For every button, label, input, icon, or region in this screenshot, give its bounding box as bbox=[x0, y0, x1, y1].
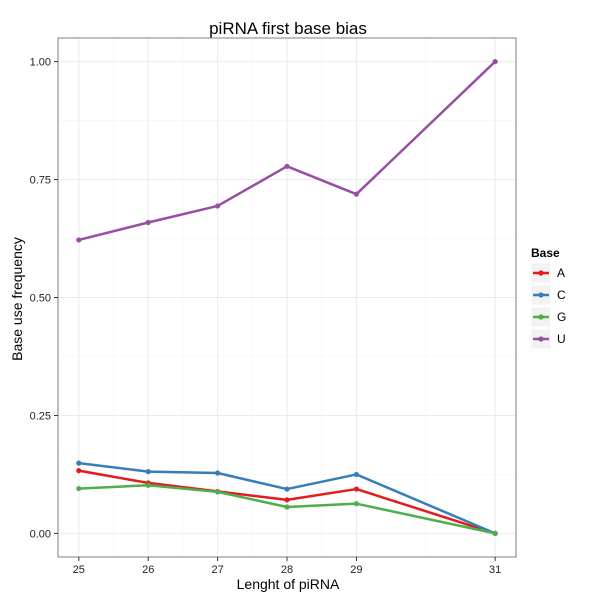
data-point-g bbox=[215, 489, 221, 495]
legend-label-u: U bbox=[557, 332, 566, 346]
x-tick-label: 31 bbox=[489, 564, 501, 576]
x-tick-label: 29 bbox=[350, 564, 362, 576]
data-point-u bbox=[353, 191, 359, 197]
data-point-u bbox=[76, 237, 82, 243]
series-line-a bbox=[77, 469, 497, 535]
series-line-u bbox=[77, 60, 497, 242]
legend-key-point-c bbox=[538, 292, 544, 298]
data-point-u bbox=[145, 219, 151, 226]
plot-area: 0.00 0.25 0.50 0.75 1.00 25 26 27 28 29 31 bbox=[30, 37, 517, 576]
x-axis-title: Lenght of piRNA bbox=[237, 576, 340, 592]
series-line-g bbox=[77, 484, 497, 535]
data-point-c bbox=[353, 471, 359, 478]
x-tick-label: 26 bbox=[142, 564, 154, 576]
data-point-c bbox=[145, 469, 151, 475]
data-point-u bbox=[215, 203, 221, 209]
y-tick-label: 0.00 bbox=[30, 528, 51, 540]
data-point-u bbox=[284, 163, 290, 169]
x-tick-label: 28 bbox=[281, 564, 293, 576]
legend-key-point-g bbox=[538, 314, 544, 320]
legend-label-a: A bbox=[557, 266, 565, 280]
y-axis-title: Base use frequency bbox=[9, 237, 25, 361]
data-point-g bbox=[76, 485, 82, 492]
data-point-c bbox=[284, 486, 290, 492]
data-point-g bbox=[492, 530, 498, 537]
y-tick-label: 0.25 bbox=[30, 410, 51, 422]
data-point-c bbox=[76, 460, 82, 466]
chart-title: piRNA first base bias bbox=[209, 19, 367, 38]
data-point-g bbox=[284, 504, 290, 510]
legend-key-point-a bbox=[538, 270, 544, 276]
data-point-c bbox=[215, 470, 221, 476]
legend-label-g: G bbox=[557, 310, 566, 324]
legend-title: Base bbox=[531, 246, 560, 260]
y-tick-label: 0.75 bbox=[30, 175, 51, 187]
x-tick-label: 27 bbox=[211, 564, 223, 576]
legend-label-c: C bbox=[557, 288, 566, 302]
y-tick-label: 0.50 bbox=[30, 293, 51, 305]
data-point-a bbox=[353, 486, 359, 492]
data-point-a bbox=[284, 497, 290, 503]
series-line-c bbox=[77, 461, 497, 535]
y-tick-label: 1.00 bbox=[30, 57, 51, 69]
data-point-u bbox=[492, 58, 498, 65]
data-point-a bbox=[76, 468, 82, 474]
legend-key-point-u bbox=[538, 336, 544, 342]
x-tick-label: 25 bbox=[73, 564, 85, 576]
data-point-g bbox=[353, 501, 359, 507]
data-point-g bbox=[145, 482, 151, 488]
